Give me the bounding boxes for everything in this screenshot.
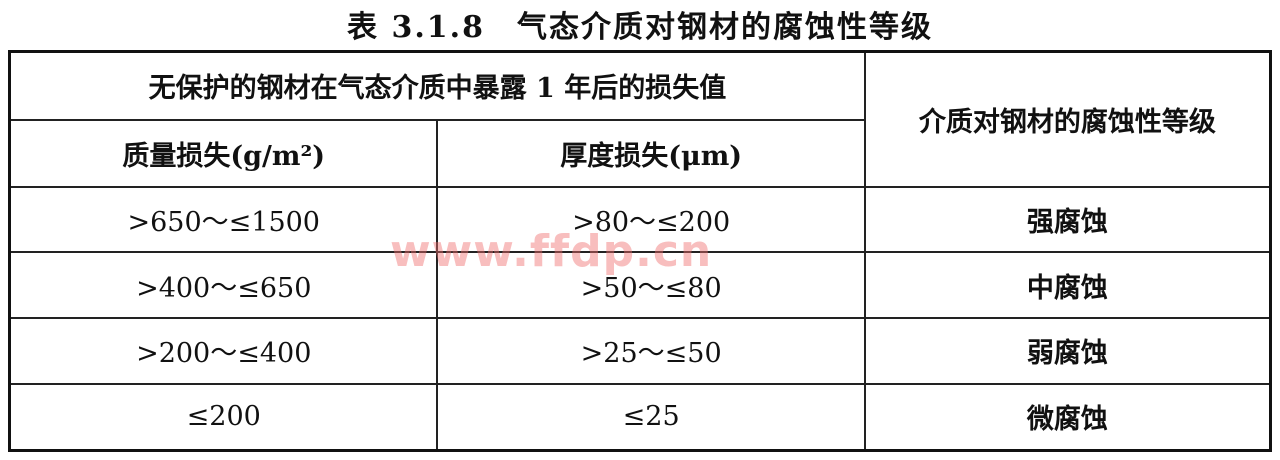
header-thickness-loss: 厚度损失(μm) (436, 118, 866, 188)
thickness-cell: >50～≤80 (436, 251, 866, 320)
thickness-cell: >80～≤200 (436, 185, 866, 254)
mass-cell: >650～≤1500 (8, 185, 439, 254)
watermark: www.ffdp.cn (390, 226, 713, 277)
grade-cell: 弱腐蚀 (863, 317, 1272, 385)
mass-cell: ≤200 (8, 382, 439, 452)
thickness-cell: >25～≤50 (436, 317, 866, 385)
header-loss-group: 无保护的钢材在气态介质中暴露 1 年后的损失值 (8, 50, 866, 121)
table-row: >200～≤400 >25～≤50 弱腐蚀 (8, 317, 1272, 385)
mass-cell: >400～≤650 (8, 251, 439, 320)
table-row: >400～≤650 >50～≤80 中腐蚀 (8, 251, 1272, 320)
table-title: 表 3.1.8 气态介质对钢材的腐蚀性等级 (347, 10, 933, 45)
thickness-cell: ≤25 (436, 382, 866, 452)
grade-cell: 强腐蚀 (863, 185, 1272, 254)
table-row: ≤200 ≤25 微腐蚀 (8, 382, 1272, 452)
mass-cell: >200～≤400 (8, 317, 439, 385)
table-row: >650～≤1500 >80～≤200 强腐蚀 (8, 185, 1272, 254)
grade-cell: 中腐蚀 (863, 251, 1272, 320)
corrosion-grade-table: 无保护的钢材在气态介质中暴露 1 年后的损失值 介质对钢材的腐蚀性等级 质量损失… (8, 50, 1272, 452)
header-mass-loss: 质量损失(g/m²) (8, 118, 439, 188)
grade-cell: 微腐蚀 (863, 382, 1272, 452)
header-grade: 介质对钢材的腐蚀性等级 (863, 50, 1272, 188)
